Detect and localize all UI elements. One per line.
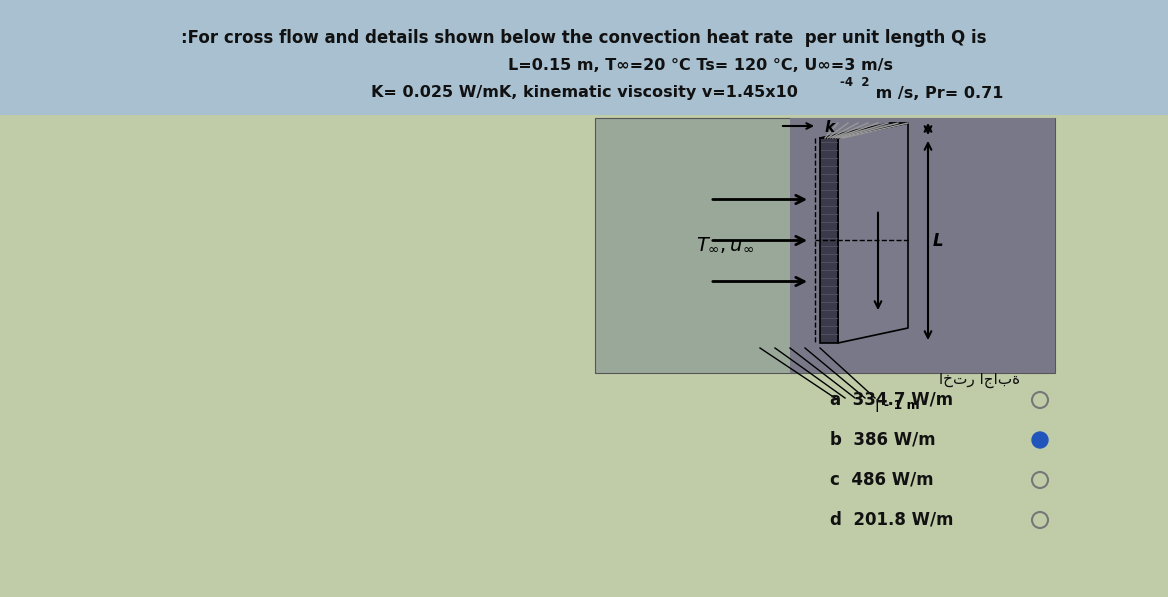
Bar <box>0 0 1168 115</box>
Text: :For cross flow and details shown below the convection heat rate  per unit lengt: :For cross flow and details shown below … <box>181 29 987 47</box>
Text: b  386 W/m: b 386 W/m <box>830 431 936 449</box>
Polygon shape <box>820 123 908 138</box>
Text: d  201.8 W/m: d 201.8 W/m <box>830 511 953 529</box>
Text: a  334.7 W/m: a 334.7 W/m <box>830 391 953 409</box>
Circle shape <box>1033 432 1048 448</box>
Text: $T_{\infty},u_{\infty}$: $T_{\infty},u_{\infty}$ <box>696 235 755 254</box>
Text: -4  2: -4 2 <box>840 75 869 88</box>
Polygon shape <box>837 123 908 343</box>
Text: L=0.15 m, T∞=20 °C Ts= 120 °C, U∞=3 m/s: L=0.15 m, T∞=20 °C Ts= 120 °C, U∞=3 m/s <box>508 59 892 73</box>
Text: m /s, Pr= 0.71: m /s, Pr= 0.71 <box>870 85 1003 100</box>
Text: c  486 W/m: c 486 W/m <box>830 471 933 489</box>
Bar <box>595 118 1055 373</box>
Text: L: L <box>933 232 944 250</box>
Text: K= 0.025 W/mK, kinematic viscosity v=1.45x10: K= 0.025 W/mK, kinematic viscosity v=1.4… <box>370 85 798 100</box>
Text: | - 1 m: | - 1 m <box>875 399 919 411</box>
Text: k: k <box>825 121 835 136</box>
Bar <box>820 138 837 343</box>
Text: اختر اجابة: اختر اجابة <box>939 373 1020 387</box>
Bar <box>790 118 1055 373</box>
